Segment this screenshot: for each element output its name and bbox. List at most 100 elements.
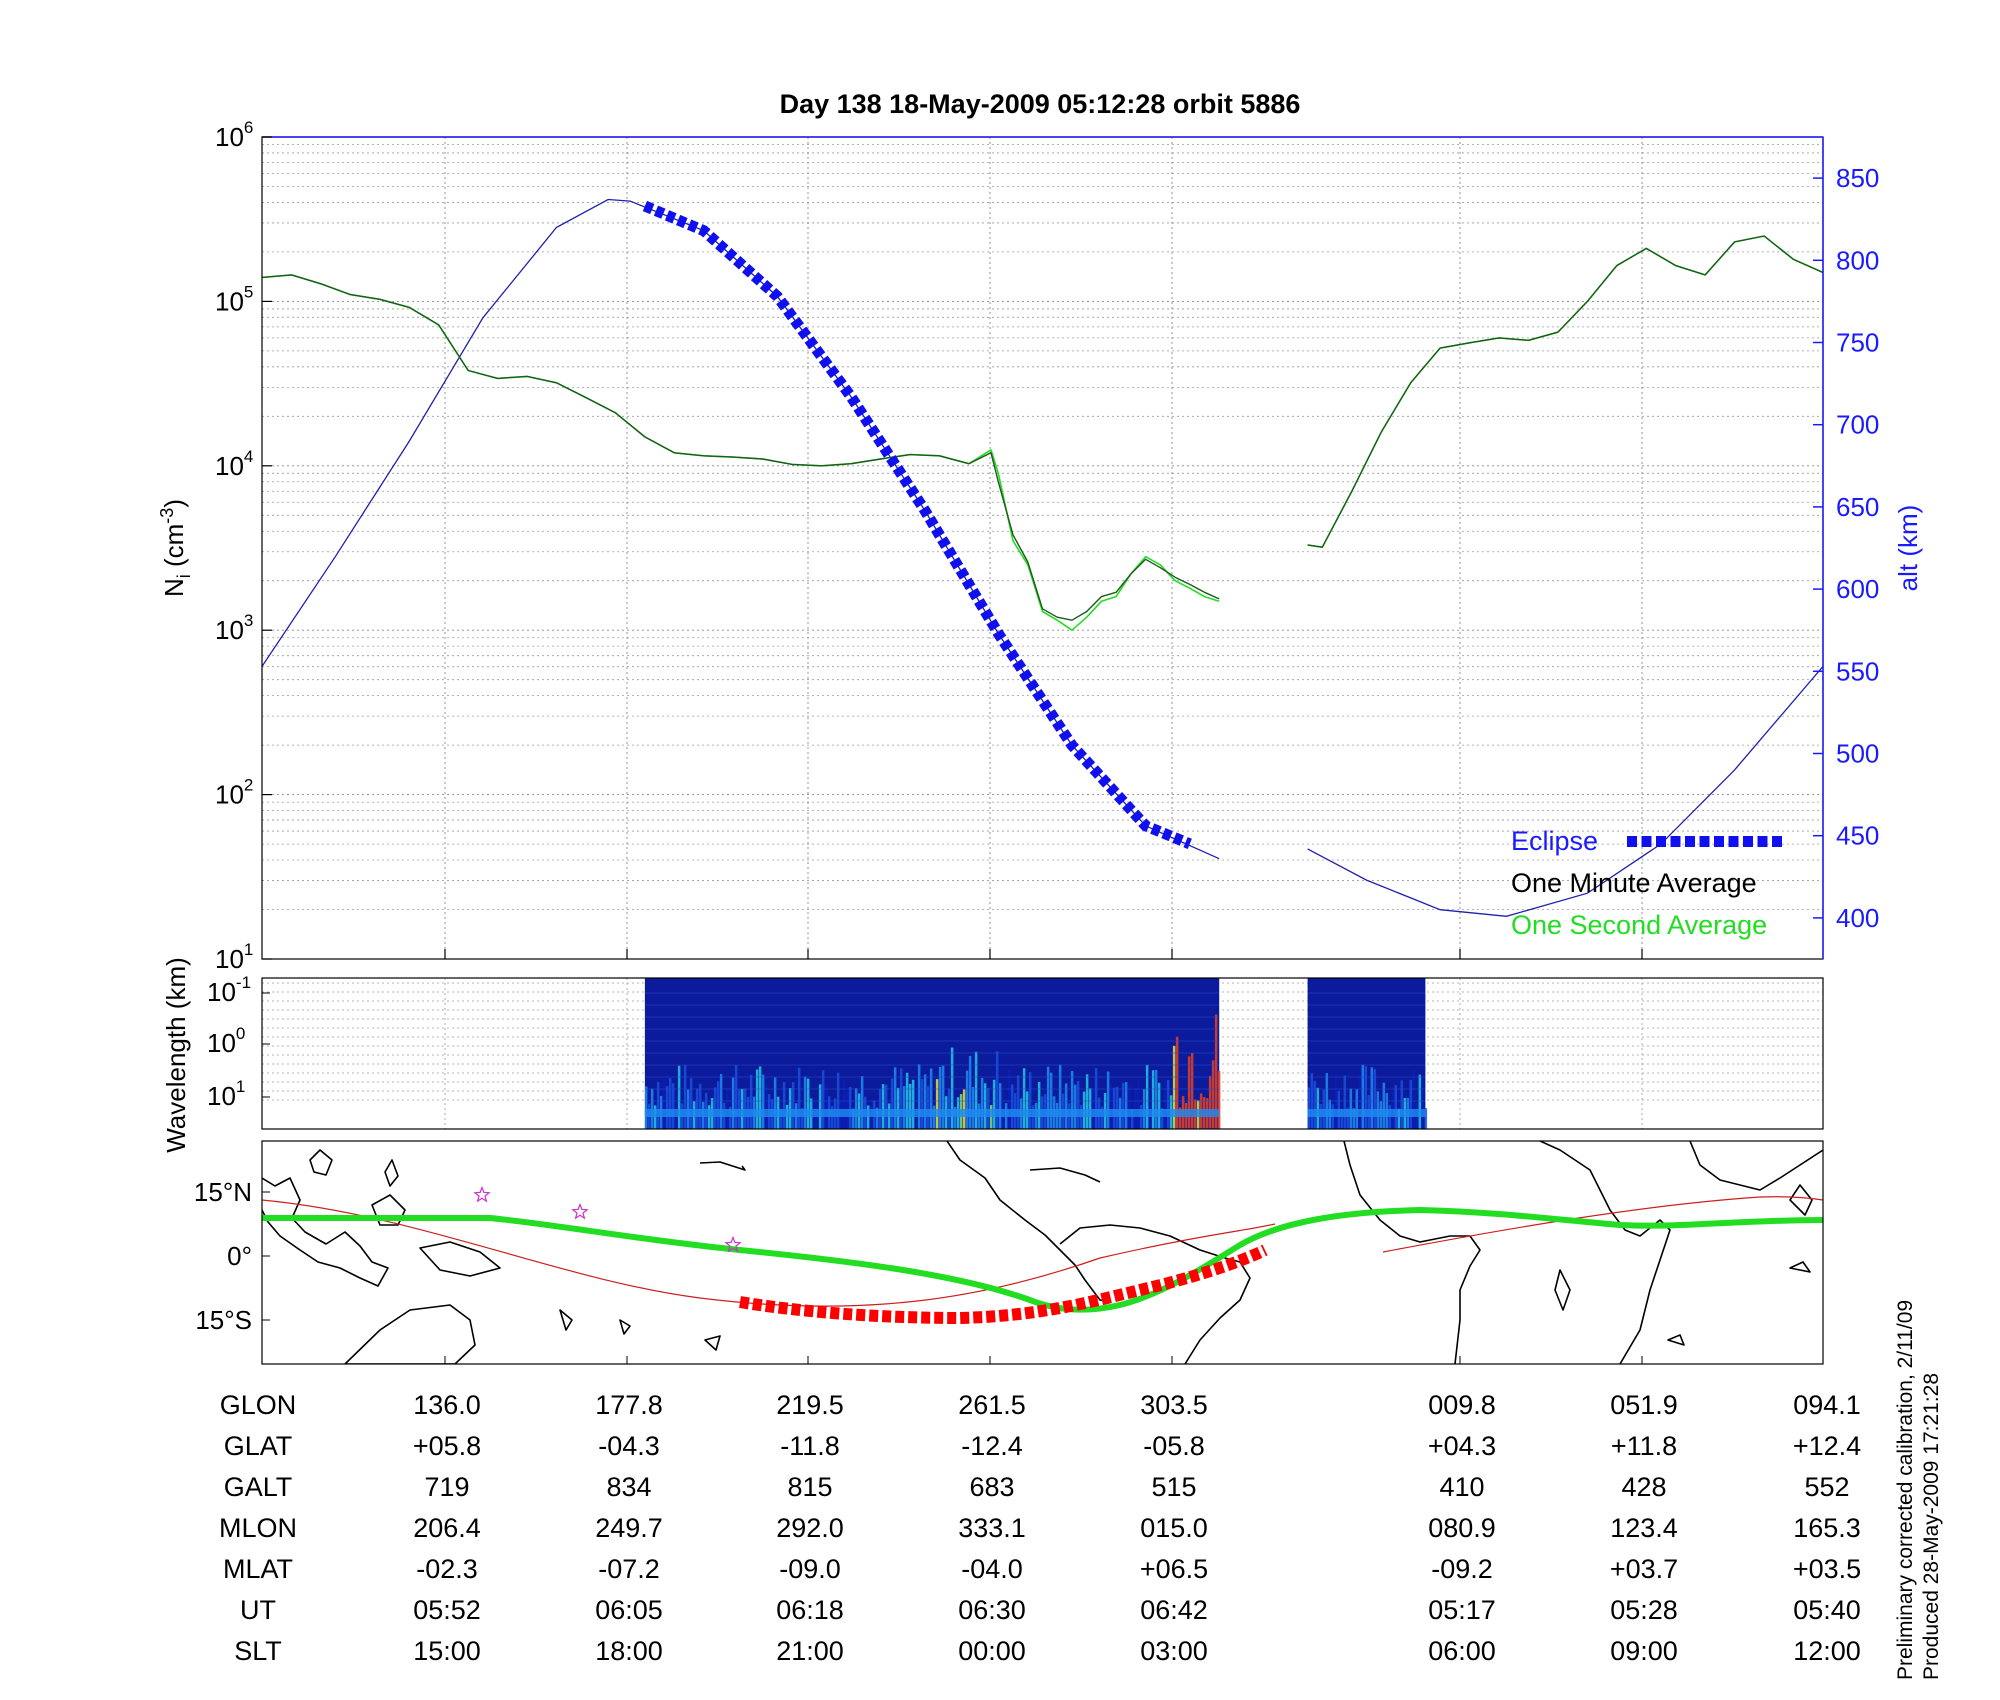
spectrogram-streak — [1361, 1064, 1365, 1129]
spectrogram-panel: 10-1 100 101 Wavelength (km) — [161, 957, 1824, 1153]
ephemeris-cell: -04.0 — [961, 1554, 1023, 1584]
ephemeris-cell: 05:28 — [1610, 1595, 1678, 1625]
spectrogram-streak — [1412, 1070, 1416, 1129]
spectrogram-streak — [1313, 1080, 1317, 1129]
spectrogram-streak — [1307, 1087, 1311, 1129]
map-frame — [261, 1140, 1824, 1365]
spectrogram-streak — [668, 1078, 672, 1129]
spectrogram-streak — [683, 1065, 687, 1129]
legend-one-minute-label: One Minute Average — [1511, 868, 1757, 898]
coastline — [1059, 1224, 1251, 1364]
spectrogram-streak — [1145, 1064, 1149, 1129]
ephemeris-row-label: UT — [240, 1595, 276, 1625]
spectrogram-streak — [971, 1086, 975, 1129]
spectrogram-streak — [1421, 1078, 1425, 1129]
top-gridlines — [262, 136, 1823, 960]
spectrogram-streak — [938, 1066, 942, 1129]
map-y-tick-label: 0° — [227, 1241, 252, 1271]
ephemeris-cell: +06.5 — [1140, 1554, 1208, 1584]
ephemeris-cell: 03:00 — [1140, 1636, 1208, 1666]
ephemeris-cell: 06:42 — [1140, 1595, 1208, 1625]
spectrogram-streak — [806, 1078, 810, 1129]
spectrogram-streak — [911, 1079, 915, 1129]
ephemeris-row-label: MLON — [219, 1513, 297, 1543]
top-y-ticks: 101 102 103 104 105 106 — [215, 118, 272, 974]
spectrogram-streak — [803, 1076, 807, 1129]
coastline — [1539, 1141, 1671, 1364]
spectrogram-streak — [788, 1088, 792, 1129]
spectrogram-streak — [1031, 1105, 1035, 1129]
footer: Preliminary corrected calibration, 2/11/… — [1894, 1300, 1943, 1680]
star-marker — [473, 1185, 491, 1203]
spectrogram-streak — [1340, 1108, 1344, 1129]
spectrogram-streak — [890, 1078, 894, 1129]
spectrogram-streak — [974, 1051, 978, 1129]
y2-tick-label: 800 — [1836, 245, 1879, 275]
spectrogram-streak — [1373, 1069, 1377, 1129]
y2-tick-label: 650 — [1836, 492, 1879, 522]
map-y-tick-label: 15°S — [195, 1305, 252, 1335]
mid-panel-frame — [261, 977, 1824, 1130]
spectrogram-streak — [677, 1065, 681, 1129]
legend-eclipse-mark — [1656, 836, 1666, 847]
top-y2-ticks: 400 450 500 550 600 650 700 750 800 850 — [1813, 163, 1879, 933]
spectrogram-streak — [878, 1088, 882, 1129]
ephemeris-cell: +12.4 — [1793, 1431, 1861, 1461]
spectrogram-streak — [953, 1106, 957, 1129]
y-label-sub: i — [174, 574, 194, 578]
spectrogram-streak — [926, 1085, 930, 1129]
mid-y-tick-label: 100 — [207, 1024, 245, 1058]
spectrogram-streak — [830, 1106, 834, 1129]
spectrogram-streak — [1010, 1084, 1014, 1129]
spectrogram-streak — [860, 1076, 864, 1129]
spectrogram-streak — [854, 1088, 858, 1129]
ephemeris-cell: -09.2 — [1431, 1554, 1493, 1584]
ephemeris-cell: -07.2 — [598, 1554, 660, 1584]
spectrogram-streak — [818, 1084, 822, 1129]
legend-eclipse-mark — [1743, 836, 1753, 847]
ephemeris-cell: 06:18 — [776, 1595, 844, 1625]
legend-eclipse-mark — [1757, 836, 1768, 847]
legend-one-second-label: One Second Average — [1511, 910, 1767, 940]
ephemeris-cell: 815 — [787, 1472, 832, 1502]
y-label-unit-exp: -3 — [157, 508, 177, 524]
spectrogram-streak — [1094, 1068, 1098, 1129]
coastline — [1554, 1269, 1571, 1311]
one-minute-average-line — [262, 274, 1220, 621]
ephemeris-cell: 015.0 — [1140, 1513, 1208, 1543]
spectrogram-streak — [995, 1051, 999, 1129]
spectrogram-streak — [1133, 1087, 1137, 1129]
coastline — [699, 1161, 746, 1171]
spectrogram-streak — [815, 1105, 819, 1129]
star-marker — [571, 1202, 589, 1220]
spectrogram-streak — [653, 1105, 657, 1129]
spectrogram-streak — [734, 1065, 738, 1129]
mid-y-tick-label: 10-1 — [207, 973, 251, 1007]
y-axis-label: Ni (cm-3) — [157, 499, 194, 597]
spectrogram-streak — [983, 1083, 987, 1129]
mid-y-ticks: 10-1 100 101 — [207, 973, 270, 1111]
map-y-tick-label: 15°N — [194, 1177, 252, 1207]
spectrogram-streak — [950, 1047, 954, 1129]
spectrogram-streak — [1208, 1075, 1212, 1129]
spectrogram-streak — [707, 1105, 711, 1129]
legend: Eclipse One Minute Average One Second Av… — [1511, 826, 1782, 940]
legend-eclipse-mark — [1728, 836, 1739, 847]
y2-axis-label: alt (km) — [1893, 505, 1923, 592]
ephemeris-cell: 303.5 — [1140, 1390, 1208, 1420]
spectrogram-streak — [992, 1079, 996, 1129]
legend-eclipse-mark — [1699, 836, 1710, 847]
ephemeris-cell: 05:17 — [1428, 1595, 1496, 1625]
spectrogram-streak — [1064, 1083, 1068, 1129]
spectrogram-streak — [902, 1086, 906, 1129]
spectrogram-streak — [731, 1077, 735, 1129]
spectrogram-streak — [851, 1108, 855, 1129]
spectrogram-streak — [920, 1078, 924, 1129]
ephemeris-cell: 292.0 — [776, 1513, 844, 1543]
spectrogram-streak — [737, 1088, 741, 1129]
y2-tick-label: 450 — [1836, 821, 1879, 851]
ephemeris-cell: -09.0 — [779, 1554, 841, 1584]
spectrogram-streak — [797, 1067, 801, 1129]
spectrogram-streak — [1424, 1108, 1428, 1129]
spectrogram-streak — [1007, 1069, 1011, 1129]
